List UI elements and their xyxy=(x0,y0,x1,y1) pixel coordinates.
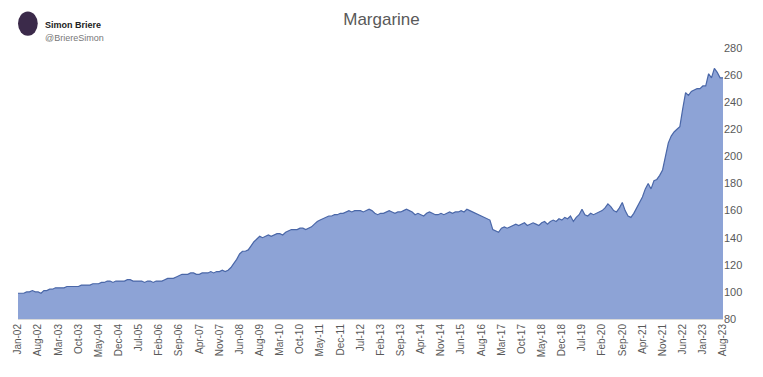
svg-text:Sep-20: Sep-20 xyxy=(617,324,628,357)
svg-text:May-18: May-18 xyxy=(536,324,547,358)
svg-text:Jul-05: Jul-05 xyxy=(133,324,144,352)
svg-text:May-04: May-04 xyxy=(93,324,104,358)
svg-text:200: 200 xyxy=(724,150,742,162)
svg-text:Mar-10: Mar-10 xyxy=(274,324,285,356)
svg-text:Nov-14: Nov-14 xyxy=(435,324,446,357)
svg-text:Jun-08: Jun-08 xyxy=(234,324,245,355)
svg-text:Sep-06: Sep-06 xyxy=(173,324,184,357)
svg-text:May-11: May-11 xyxy=(314,324,325,357)
svg-text:240: 240 xyxy=(724,96,742,108)
svg-text:Jun-22: Jun-22 xyxy=(677,324,688,355)
svg-text:80: 80 xyxy=(724,313,736,325)
svg-text:Apr-21: Apr-21 xyxy=(637,324,648,354)
svg-text:Oct-17: Oct-17 xyxy=(516,324,527,354)
svg-text:100: 100 xyxy=(724,286,742,298)
svg-text:Mar-17: Mar-17 xyxy=(496,324,507,356)
svg-text:@BriereSimon: @BriereSimon xyxy=(45,33,104,43)
svg-text:Jul-19: Jul-19 xyxy=(576,324,587,352)
svg-text:Oct-03: Oct-03 xyxy=(73,324,84,354)
svg-text:140: 140 xyxy=(724,232,742,244)
svg-text:Aug-16: Aug-16 xyxy=(476,324,487,357)
svg-text:Sep-13: Sep-13 xyxy=(395,324,406,357)
svg-text:Apr-07: Apr-07 xyxy=(194,324,205,354)
svg-text:Apr-14: Apr-14 xyxy=(415,324,426,354)
svg-text:Dec-04: Dec-04 xyxy=(113,324,124,357)
svg-text:280: 280 xyxy=(724,42,742,54)
svg-text:Nov-21: Nov-21 xyxy=(657,324,668,357)
svg-text:Feb-20: Feb-20 xyxy=(596,324,607,356)
svg-text:Feb-13: Feb-13 xyxy=(375,324,386,356)
svg-text:Aug-02: Aug-02 xyxy=(32,324,43,357)
svg-text:220: 220 xyxy=(724,123,742,135)
svg-text:Jul-12: Jul-12 xyxy=(355,324,366,352)
svg-text:Jun-15: Jun-15 xyxy=(455,324,466,355)
svg-text:120: 120 xyxy=(724,259,742,271)
svg-text:Jan-02: Jan-02 xyxy=(12,324,23,355)
svg-text:260: 260 xyxy=(724,69,742,81)
svg-text:Feb-06: Feb-06 xyxy=(153,324,164,356)
svg-text:180: 180 xyxy=(724,177,742,189)
svg-text:Dec-18: Dec-18 xyxy=(556,324,567,357)
svg-text:160: 160 xyxy=(724,204,742,216)
svg-text:Mar-03: Mar-03 xyxy=(53,324,64,356)
svg-text:Aug-09: Aug-09 xyxy=(254,324,265,357)
svg-text:Aug-23: Aug-23 xyxy=(717,324,728,357)
svg-text:Nov-07: Nov-07 xyxy=(214,324,225,357)
svg-text:Jan-23: Jan-23 xyxy=(697,324,708,355)
svg-text:Oct-10: Oct-10 xyxy=(294,324,305,354)
svg-text:Margarine: Margarine xyxy=(343,10,420,29)
svg-text:Simon Briere: Simon Briere xyxy=(45,20,101,30)
svg-text:Dec-11: Dec-11 xyxy=(335,324,346,356)
